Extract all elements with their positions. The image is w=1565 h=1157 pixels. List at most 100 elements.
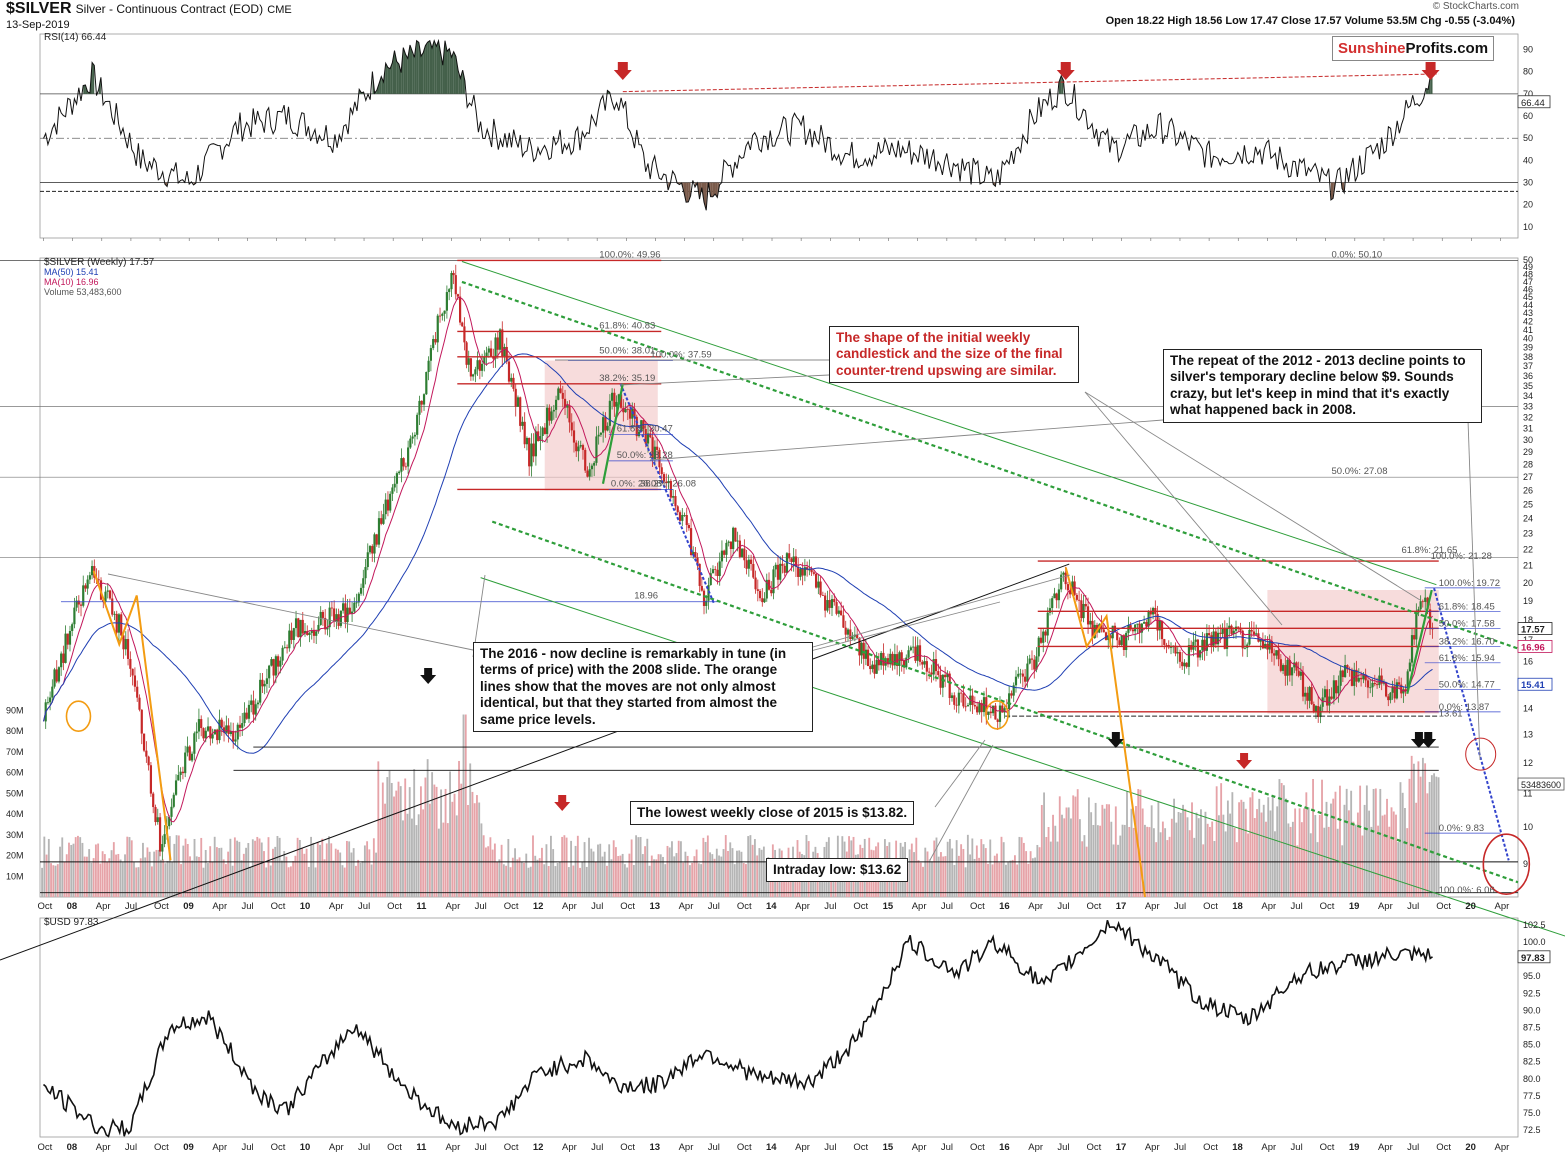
rsi-tick-label: 80	[1523, 67, 1533, 77]
volume-bar	[1417, 761, 1420, 897]
volume-bar	[133, 862, 135, 897]
price-candle-body	[1062, 572, 1065, 575]
price-candle-body	[842, 615, 845, 628]
price-candle-body	[301, 619, 304, 634]
rsi-tick-label: 60	[1523, 111, 1533, 121]
x-axis-label: Apr	[1495, 901, 1510, 912]
copyright-label: © StockCharts.com	[1432, 1, 1519, 12]
volume-bar	[915, 837, 918, 897]
price-candle-body	[1408, 662, 1411, 672]
price-candle-body	[1210, 635, 1213, 646]
price-candle-body	[960, 692, 963, 694]
volume-bar	[1193, 837, 1196, 897]
volume-bar	[254, 840, 256, 897]
price-candle-body	[1362, 674, 1365, 680]
volume-bar	[688, 865, 691, 897]
volume-bar	[561, 836, 564, 897]
volume-bar	[1287, 823, 1290, 897]
price-tick-label: 14	[1523, 704, 1533, 714]
volume-bar	[1354, 824, 1357, 897]
volume-bar	[702, 837, 705, 897]
volume-bar	[966, 834, 969, 897]
price-candle-body	[1100, 624, 1103, 630]
volume-bar	[740, 851, 743, 897]
price-candle-body	[932, 659, 935, 675]
volume-bar	[1117, 844, 1119, 897]
price-candle-body	[498, 329, 502, 350]
volume-bar	[545, 844, 548, 897]
volume-bar	[747, 836, 750, 897]
price-candle-body	[1310, 687, 1313, 705]
price-candle-body	[1196, 639, 1200, 658]
volume-bar	[1123, 824, 1126, 897]
volume-bar	[1186, 817, 1189, 897]
volume-bar	[112, 842, 115, 897]
price-candle-body	[550, 411, 553, 421]
price-candle-body	[1397, 682, 1401, 685]
volume-bar	[1419, 776, 1422, 897]
price-candle-body	[837, 610, 840, 614]
volume-bar	[124, 854, 126, 897]
price-candle-body	[1165, 644, 1168, 646]
volume-bar	[142, 842, 144, 897]
price-candle-body	[68, 630, 72, 645]
x-axis-label: Jul	[824, 1142, 836, 1153]
volume-bar	[570, 840, 573, 897]
rsi-overbought-fill	[451, 51, 454, 94]
price-candle-body	[615, 401, 618, 407]
volume-bar	[1276, 806, 1279, 897]
volume-bar	[482, 835, 485, 897]
volume-bar	[749, 835, 752, 897]
callout-connector	[929, 744, 994, 861]
price-candle-body	[694, 551, 697, 558]
price-tick-label: 49	[1523, 262, 1533, 272]
volume-bar	[653, 859, 655, 897]
fib-label-right: 100.0%: 21.28	[1431, 551, 1492, 562]
volume-bar	[1435, 776, 1438, 897]
rsi-tick-label: 70	[1523, 89, 1533, 99]
price-candle-body	[649, 433, 652, 438]
volume-bar	[393, 796, 395, 897]
volume-bar	[1139, 789, 1142, 897]
volume-bar	[402, 820, 404, 897]
price-candle-body	[454, 275, 457, 295]
volume-bar	[523, 862, 525, 897]
volume-bar	[1379, 788, 1382, 897]
volume-bar	[135, 867, 138, 897]
volume-bar	[115, 854, 117, 897]
symbol-header: $SILVER Silver - Continuous Contract (EO…	[6, 0, 292, 18]
price-legend-item: MA(50) 15.41	[44, 267, 99, 277]
x-axis-label: 20	[1465, 901, 1476, 912]
x-axis-label: Apr	[679, 901, 694, 912]
volume-bar	[949, 838, 951, 897]
price-candle-body	[209, 726, 212, 739]
x-axis-label: Oct	[620, 901, 635, 912]
volume-bar	[1182, 804, 1184, 897]
volume-bar	[917, 860, 920, 897]
price-candle-body	[120, 614, 123, 636]
fib-label-left: 38.2%: 35.19	[599, 373, 655, 384]
price-candle-body	[494, 337, 497, 359]
volume-bar	[377, 761, 380, 897]
black-arrow-marker	[420, 668, 437, 684]
volume-bar	[955, 840, 958, 897]
price-candle-body	[1156, 613, 1159, 631]
price-candle-body	[826, 600, 829, 611]
price-candle-body	[1024, 676, 1027, 682]
usd-label: $USD 97.83	[44, 917, 99, 928]
price-candle-body	[357, 593, 360, 603]
price-candle-body	[254, 704, 257, 715]
price-candle-body	[1382, 682, 1386, 684]
price-candle-body	[202, 728, 205, 739]
volume-bar	[1359, 785, 1362, 897]
price-candle-body	[1019, 673, 1022, 675]
volume-bar	[978, 857, 980, 897]
price-candle-body	[1145, 622, 1148, 627]
volume-bar	[171, 862, 174, 897]
price-candle-body	[761, 598, 764, 603]
volume-bar	[1251, 792, 1254, 897]
x-axis-label: Jul	[125, 901, 137, 912]
price-candle-body	[303, 630, 307, 634]
volume-bar	[478, 802, 481, 897]
